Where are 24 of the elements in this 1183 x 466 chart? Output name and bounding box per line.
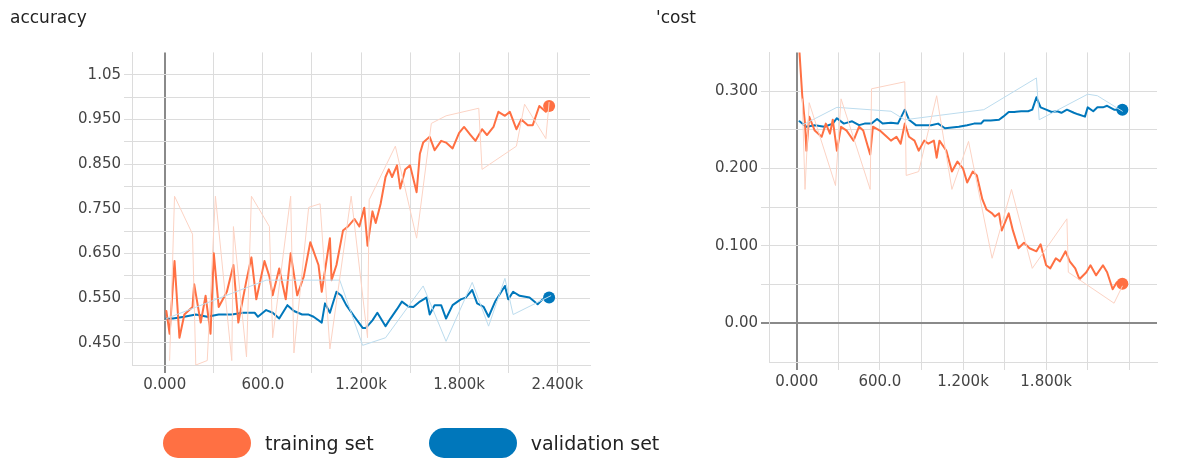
legend-label: training set xyxy=(265,432,374,454)
x-tick-label: 2.400k xyxy=(531,374,584,393)
x-tick-label: 1.800k xyxy=(433,374,486,393)
y-tick-label: 0.450 xyxy=(78,332,121,351)
y-tick-label: 0.750 xyxy=(78,198,121,217)
x-tick-label: 1.800k xyxy=(1020,371,1073,390)
y-tick-label: 0.00 xyxy=(724,313,758,332)
x-tick-label: 1.200k xyxy=(335,374,388,393)
chart-title: accuracy xyxy=(10,6,87,27)
y-tick-label: 0.550 xyxy=(78,287,121,306)
y-tick-label: 0.650 xyxy=(78,243,121,262)
x-tick-label: 600.0 xyxy=(858,371,902,390)
x-tick-label: 1.200k xyxy=(937,371,990,390)
legend-label: validation set xyxy=(530,432,660,454)
y-tick-label: 0.850 xyxy=(78,153,121,172)
y-tick-label: 0.950 xyxy=(78,109,121,128)
y-tick-label: 0.200 xyxy=(715,158,758,177)
x-tick-label: 0.000 xyxy=(143,374,187,393)
x-tick-label: 0.000 xyxy=(775,371,819,390)
x-tick-label: 600.0 xyxy=(241,374,285,393)
y-tick-label: 0.100 xyxy=(715,235,758,254)
y-tick-label: 1.05 xyxy=(87,64,121,83)
y-tick-label: 0.300 xyxy=(715,80,758,99)
chart-title: 'cost xyxy=(656,6,697,27)
